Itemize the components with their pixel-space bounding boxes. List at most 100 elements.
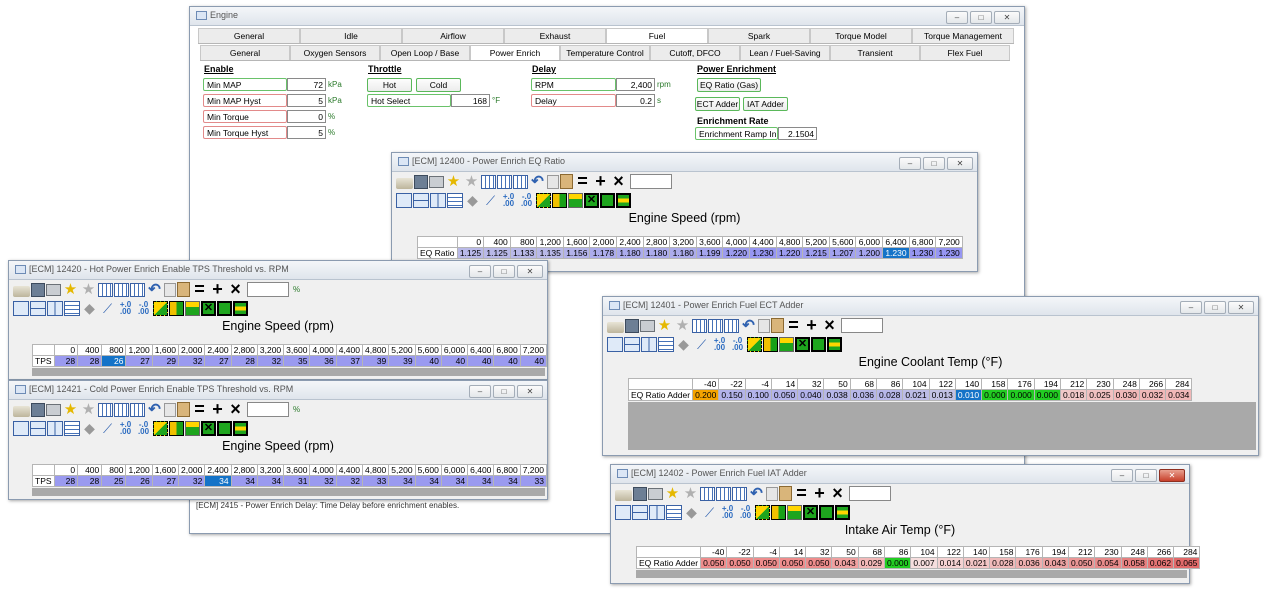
paste-icon[interactable] <box>779 486 792 501</box>
table-cell[interactable]: 33 <box>519 475 548 487</box>
color-cross-icon[interactable]: ✕ <box>584 193 599 208</box>
table-cell[interactable]: 0.065 <box>1173 557 1201 569</box>
cold-button[interactable]: Cold <box>416 78 461 92</box>
save-icon[interactable] <box>31 402 45 417</box>
add-favorite-icon[interactable]: ★ <box>665 484 680 502</box>
diff-table-icon[interactable] <box>130 282 145 297</box>
table-view-icon[interactable] <box>98 402 113 417</box>
table-view-icon[interactable] <box>481 174 496 189</box>
minimize-button[interactable]: – <box>469 385 491 398</box>
table-cell[interactable]: 34 <box>414 475 442 487</box>
table-view-icon[interactable] <box>692 318 707 333</box>
color-split-icon[interactable] <box>771 505 786 520</box>
color-fill-icon[interactable] <box>217 301 232 316</box>
diamond-icon[interactable]: ◆ <box>686 503 697 520</box>
print-icon[interactable] <box>640 319 655 332</box>
table-cell[interactable]: 0.028 <box>876 389 904 401</box>
undo-icon[interactable]: ↶ <box>742 316 755 334</box>
tab-open-loop-base[interactable]: Open Loop / Base <box>380 45 470 60</box>
table-cell[interactable]: 1.125 <box>456 247 485 259</box>
line-chart-icon[interactable]: ⟋ <box>102 300 113 316</box>
decrease-decimals-icon[interactable]: -.0.00 <box>137 299 150 316</box>
favorite-icon[interactable]: ★ <box>81 280 96 298</box>
multiply-icon[interactable]: × <box>832 482 843 503</box>
compare-table-icon[interactable] <box>716 486 731 501</box>
increase-decimals-icon[interactable]: +.0.00 <box>721 503 734 520</box>
minimize-button[interactable]: – <box>899 157 921 170</box>
print-icon[interactable] <box>46 403 61 416</box>
table-cell[interactable]: 0.050 <box>1067 557 1096 569</box>
paste-icon[interactable] <box>177 282 190 297</box>
table-cell[interactable]: 32 <box>178 355 206 367</box>
table-cell[interactable]: 0.018 <box>1059 389 1088 401</box>
copy-icon[interactable] <box>758 318 770 333</box>
undo-icon[interactable]: ↶ <box>750 484 763 502</box>
increase-decimals-icon[interactable]: +.0.00 <box>119 419 132 436</box>
table-cell[interactable]: 1.180 <box>616 247 644 259</box>
set-value-icon[interactable]: = <box>577 170 588 191</box>
color-band-icon[interactable] <box>233 421 248 436</box>
table-cell[interactable]: 0.036 <box>1015 557 1043 569</box>
table-cell[interactable]: 0.050 <box>700 557 728 569</box>
single-view-icon[interactable] <box>13 421 29 436</box>
table-grid-icon[interactable] <box>658 337 674 352</box>
table-cell[interactable]: 34 <box>467 475 495 487</box>
copy-icon[interactable] <box>547 174 559 189</box>
table-cell[interactable]: 25 <box>101 475 127 487</box>
compare-table-icon[interactable] <box>497 174 512 189</box>
minimize-button[interactable]: – <box>1180 301 1202 314</box>
favorite-icon[interactable]: ★ <box>675 316 690 334</box>
table-cell[interactable]: 0.029 <box>857 557 886 569</box>
table-cell[interactable]: 1.199 <box>695 247 724 259</box>
maximize-button[interactable]: □ <box>923 157 945 170</box>
maximize-button[interactable]: □ <box>493 385 515 398</box>
color-fill-icon[interactable] <box>811 337 826 352</box>
table-cell[interactable]: 0.034 <box>1165 389 1193 401</box>
min-torque-hyst-input[interactable]: 5 <box>287 126 326 139</box>
color-band-icon[interactable] <box>827 337 842 352</box>
close-button[interactable]: ✕ <box>517 385 543 398</box>
table-cell[interactable]: 0.025 <box>1086 389 1114 401</box>
vertical-split-icon[interactable] <box>47 301 63 316</box>
table-cell[interactable]: 1.230 <box>882 247 910 259</box>
increase-decimals-icon[interactable]: +.0.00 <box>502 191 515 208</box>
copy-icon[interactable] <box>766 486 778 501</box>
table-cell[interactable]: 29 <box>151 355 180 367</box>
multiply-icon[interactable]: × <box>230 278 241 299</box>
decrease-decimals-icon[interactable]: -.0.00 <box>137 419 150 436</box>
table-cell[interactable]: 1.178 <box>589 247 618 259</box>
hot-button[interactable]: Hot <box>367 78 412 92</box>
color-select-icon[interactable] <box>153 301 168 316</box>
table-cell[interactable]: 0.050 <box>752 557 780 569</box>
horizontal-split-icon[interactable] <box>632 505 648 520</box>
rpm-input[interactable]: 2,400 <box>616 78 655 91</box>
table-cell[interactable]: 0.010 <box>954 389 983 401</box>
table-cell[interactable]: 0.030 <box>1112 389 1140 401</box>
save-icon[interactable] <box>414 174 428 189</box>
table-cell[interactable]: 26 <box>101 355 127 367</box>
set-value-icon[interactable]: = <box>796 482 807 503</box>
table-cell[interactable]: 39 <box>361 355 390 367</box>
table-view-icon[interactable] <box>700 486 715 501</box>
table-cell[interactable]: 1.207 <box>828 247 857 259</box>
set-value-icon[interactable]: = <box>194 278 205 299</box>
table-cell[interactable]: 0.000 <box>981 389 1009 401</box>
diff-table-icon[interactable] <box>732 486 747 501</box>
color-split-icon[interactable] <box>169 301 184 316</box>
add-value-icon[interactable]: + <box>806 314 817 335</box>
table-cell[interactable]: 0.100 <box>744 389 772 401</box>
table-cell[interactable]: 34 <box>230 475 258 487</box>
table-cell[interactable]: 34 <box>388 475 416 487</box>
minimize-button[interactable]: – <box>1111 469 1133 482</box>
increase-decimals-icon[interactable]: +.0.00 <box>119 299 132 316</box>
tab-exhaust[interactable]: Exhaust <box>504 28 606 43</box>
diff-table-icon[interactable] <box>130 402 145 417</box>
close-button[interactable]: ✕ <box>517 265 543 278</box>
table-grid-icon[interactable] <box>447 193 463 208</box>
table-cell[interactable]: 34 <box>493 475 521 487</box>
table-cell[interactable]: 27 <box>125 355 153 367</box>
color-select-icon[interactable] <box>536 193 551 208</box>
color-cross-icon[interactable]: ✕ <box>795 337 810 352</box>
table-cell[interactable]: 1.220 <box>775 247 804 259</box>
table-cell[interactable]: 0.040 <box>797 389 825 401</box>
